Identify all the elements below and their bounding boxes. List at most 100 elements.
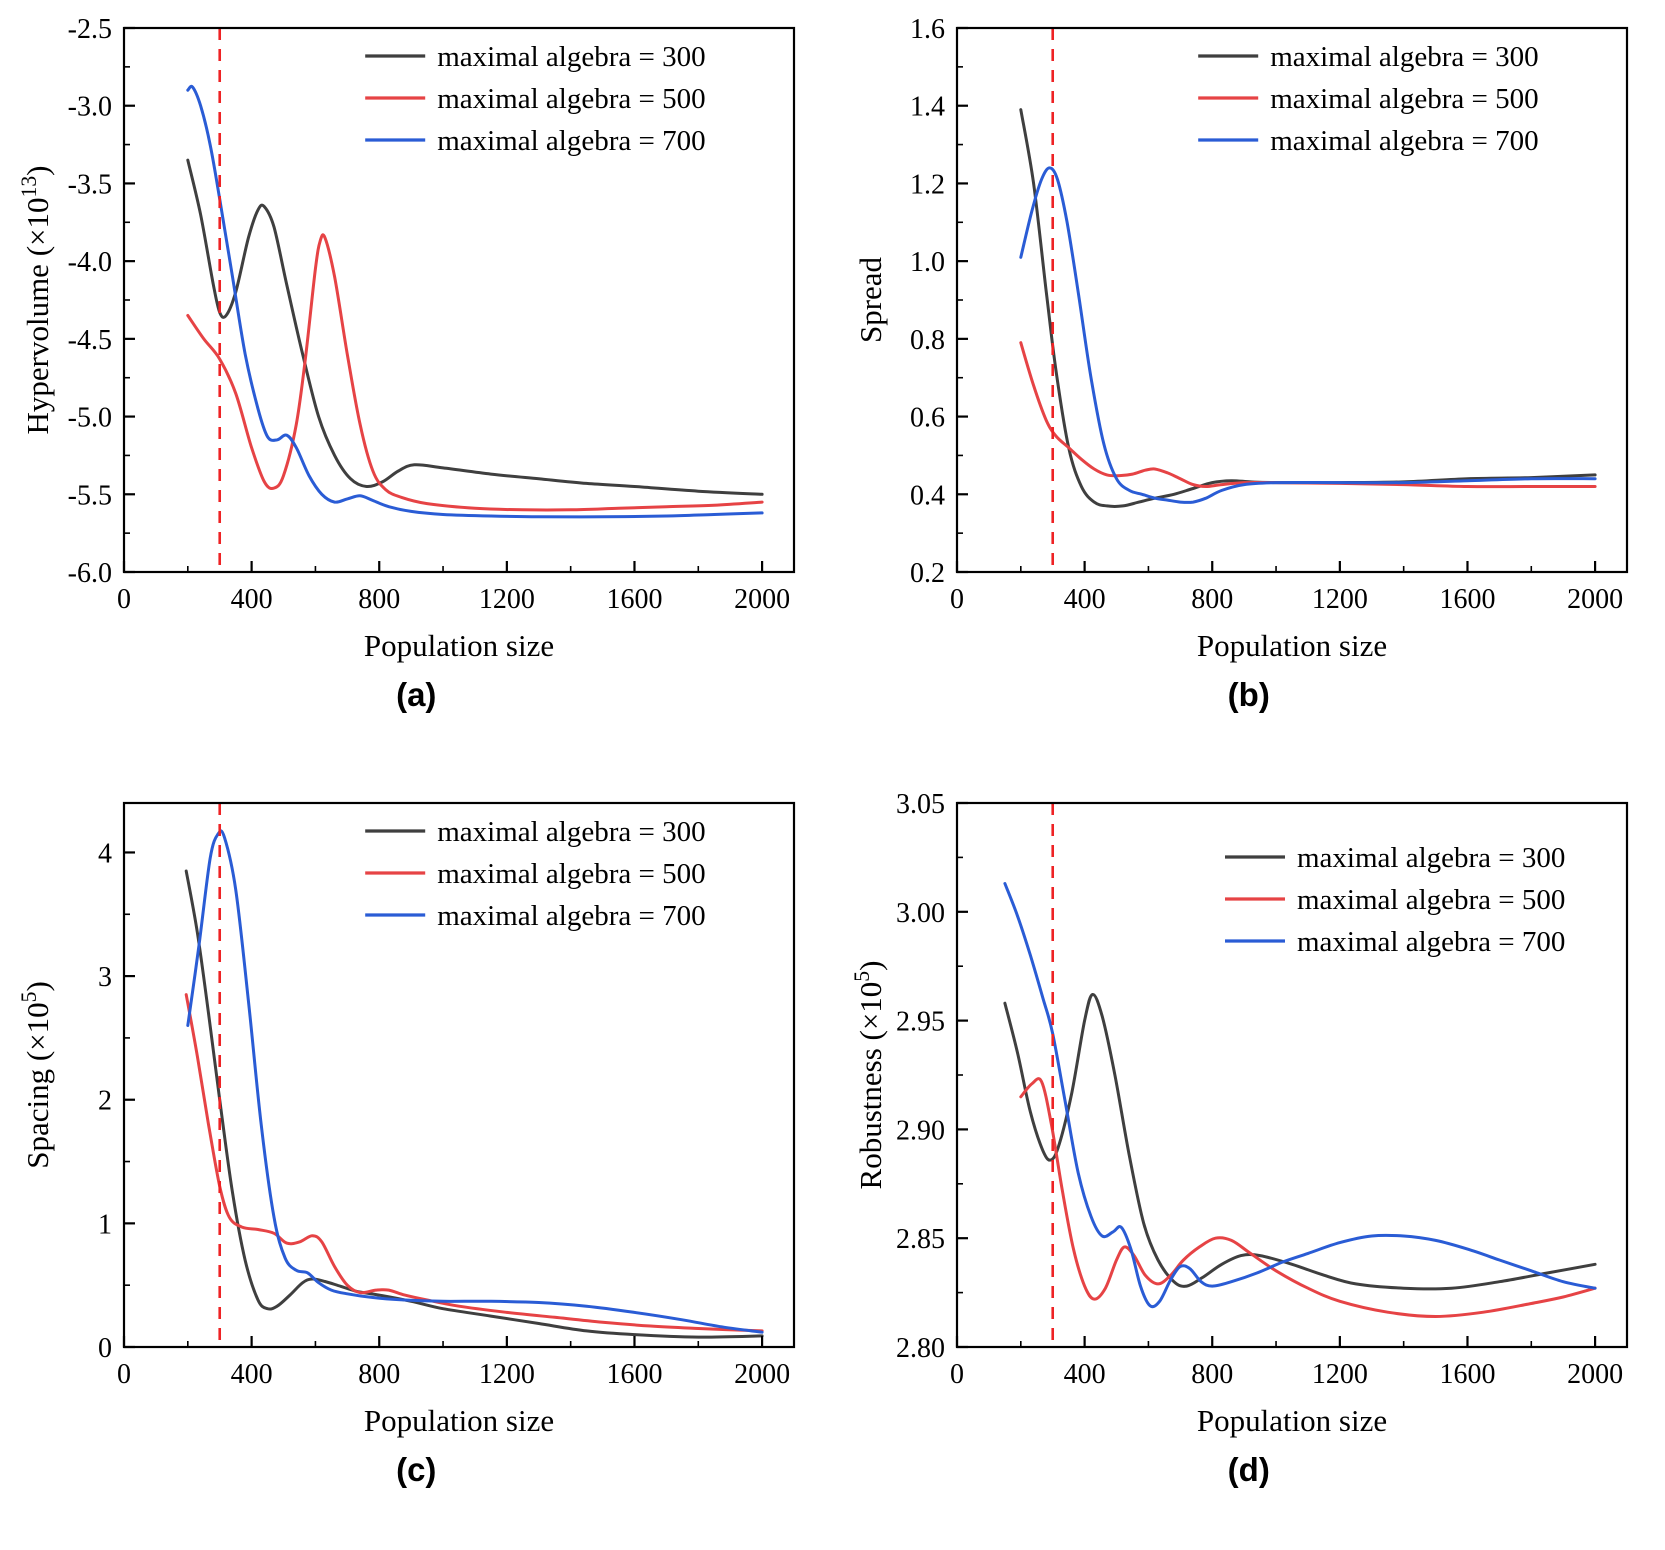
series-line-500 [1019,341,1597,489]
x-tick-label: 400 [231,584,273,615]
x-tick-label: 1600 [607,584,663,615]
x-tick-label: 400 [231,1359,273,1390]
series-line-700 [1019,166,1597,504]
legend-label-300: maximal algebra = 300 [437,816,705,848]
x-tick-label: 800 [1191,1359,1233,1390]
legend-label-700: maximal algebra = 700 [1270,125,1538,157]
legend: maximal algebra = 300 maximal algebra = 5… [365,816,706,932]
chart-hypervolume: 0 400 800 1200 1600 2000-6.0-5.5-5.0-4.5-4.0-… [17,14,796,663]
legend-label-700: maximal algebra = 700 [437,125,705,157]
y-tick-label: -6.0 [68,558,112,589]
x-tick-label: 1200 [479,1359,535,1390]
legend-label-500: maximal algebra = 500 [437,858,705,890]
series-line-300 [186,158,764,496]
x-tick-label: 2000 [734,584,790,615]
x-axis-label: Population size [1197,1403,1387,1438]
chart-panel-a: 0 400 800 1200 1600 2000 -6.0 -5.5 -5.0 -4.5 -4.0-… [0,0,833,775]
x-axis: 0 400 800 1200 1600 2000 [950,561,1623,615]
y-tick-label: 0 [98,1333,112,1364]
y-tick-label: -3.0 [68,92,112,123]
y-tick-label: 1.6 [910,14,945,45]
x-tick-label: 800 [1191,584,1233,615]
x-axis-label: Population size [364,628,554,663]
y-tick-label: 1 [98,1209,112,1240]
plot-border [123,801,796,1349]
x-tick-label: 800 [358,1359,400,1390]
y-tick-label: 2.80 [896,1333,945,1364]
y-tick-label: 4 [98,838,112,869]
series-line-700 [186,84,764,519]
y-axis-label: Spread [853,256,888,343]
x-tick-label: 0 [950,584,964,615]
y-tick-label: 0.6 [910,403,945,434]
x-axis: 0 400 800 1200 1600 2000 [117,561,790,615]
x-tick-label: 0 [117,584,131,615]
x-tick-label: 400 [1063,1359,1105,1390]
x-tick-label: 0 [950,1359,964,1390]
y-axis-label: Robustness (×105) [850,961,888,1190]
y-tick-label: 1.4 [910,92,945,123]
x-axis: 0 400 800 1200 1600 2000 [117,1336,790,1390]
x-tick-label: 1600 [1439,584,1495,615]
y-axis: -6.0 -5.5 -5.0 -4.5 -4.0 -3.5 -3.0 -2.5 [68,14,136,589]
legend: maximal algebra = 300 maximal algebra = 5… [365,41,706,157]
series-group [184,829,764,1339]
y-tick-label: 3.05 [896,789,945,820]
legend-label-500: maximal algebra = 500 [437,83,705,115]
y-tick-label: -4.0 [68,247,112,278]
caption-b: (b) [1227,676,1270,713]
chart-panel-b: 0 400 800 1200 1600 2000 0.2 0.4 0.6 0.8 1.0 1.2 1.4… [833,0,1665,775]
legend: maximal algebra = 300 maximal algebra = 5… [1197,41,1538,157]
x-tick-label: 800 [358,584,400,615]
y-tick-label: 1.0 [910,247,945,278]
legend-label-700: maximal algebra = 700 [437,900,705,932]
x-axis-label: Population size [364,1403,554,1438]
caption-c: (c) [396,1451,437,1488]
series-line-300 [1019,108,1597,508]
series-line-500 [186,233,764,512]
series-line-700 [186,829,764,1334]
legend-label-300: maximal algebra = 300 [437,41,705,73]
series-line-300 [1003,993,1597,1291]
chart-panel-d: 0 400 800 1200 1600 2000 2.80 2.85 2.90 2.95 3.00 3… [833,775,1665,1550]
x-tick-label: 0 [117,1359,131,1390]
y-tick-label: 2 [98,1086,112,1117]
y-tick-label: -5.5 [68,480,112,511]
y-tick-label: 2.90 [896,1115,945,1146]
x-axis: 0 400 800 1200 1600 2000 [950,1336,1623,1390]
x-tick-label: 2000 [1567,584,1623,615]
chart-robustness: 0 400 800 1200 1600 2000 2.80 2.85 2.90 2.95 3.00 3… [850,789,1628,1438]
y-tick-label: 3.00 [896,898,945,929]
y-tick-label: -3.5 [68,169,112,200]
series-line-500 [1019,1077,1597,1319]
y-tick-label: 0.8 [910,325,945,356]
x-tick-label: 1200 [479,584,535,615]
legend: maximal algebra = 300 maximal algebra = 5… [1224,842,1565,958]
x-tick-label: 400 [1063,584,1105,615]
chart-spacing: 0 400 800 1200 1600 2000 0 1 2 3 4 Population size S… [17,801,796,1438]
y-axis: 0 1 2 3 4 [98,838,136,1364]
y-tick-label: -2.5 [68,14,112,45]
y-tick-label: 3 [98,962,112,993]
y-tick-label: 2.95 [896,1007,945,1038]
series-group [186,84,764,519]
x-tick-label: 1200 [1312,1359,1368,1390]
y-axis: 2.80 2.85 2.90 2.95 3.00 3.05 [896,789,968,1364]
y-axis-label: Hypervolume (×1013) [17,165,55,434]
legend-label-500: maximal algebra = 500 [1270,83,1538,115]
series-line-300 [184,869,764,1339]
legend-label-700: maximal algebra = 700 [1297,926,1565,958]
x-tick-label: 1600 [607,1359,663,1390]
y-tick-label: 1.2 [910,169,945,200]
x-tick-label: 2000 [734,1359,790,1390]
series-line-700 [1003,882,1597,1309]
caption-a: (a) [396,676,437,713]
series-group [1019,108,1597,508]
series-line-500 [184,993,764,1333]
legend-label-300: maximal algebra = 300 [1270,41,1538,73]
x-tick-label: 1600 [1439,1359,1495,1390]
chart-panel-c: 0 400 800 1200 1600 2000 0 1 2 3 4 Population size S… [0,775,833,1550]
y-tick-label: 0.2 [910,558,945,589]
y-axis-label: Spacing (×105) [17,981,55,1169]
